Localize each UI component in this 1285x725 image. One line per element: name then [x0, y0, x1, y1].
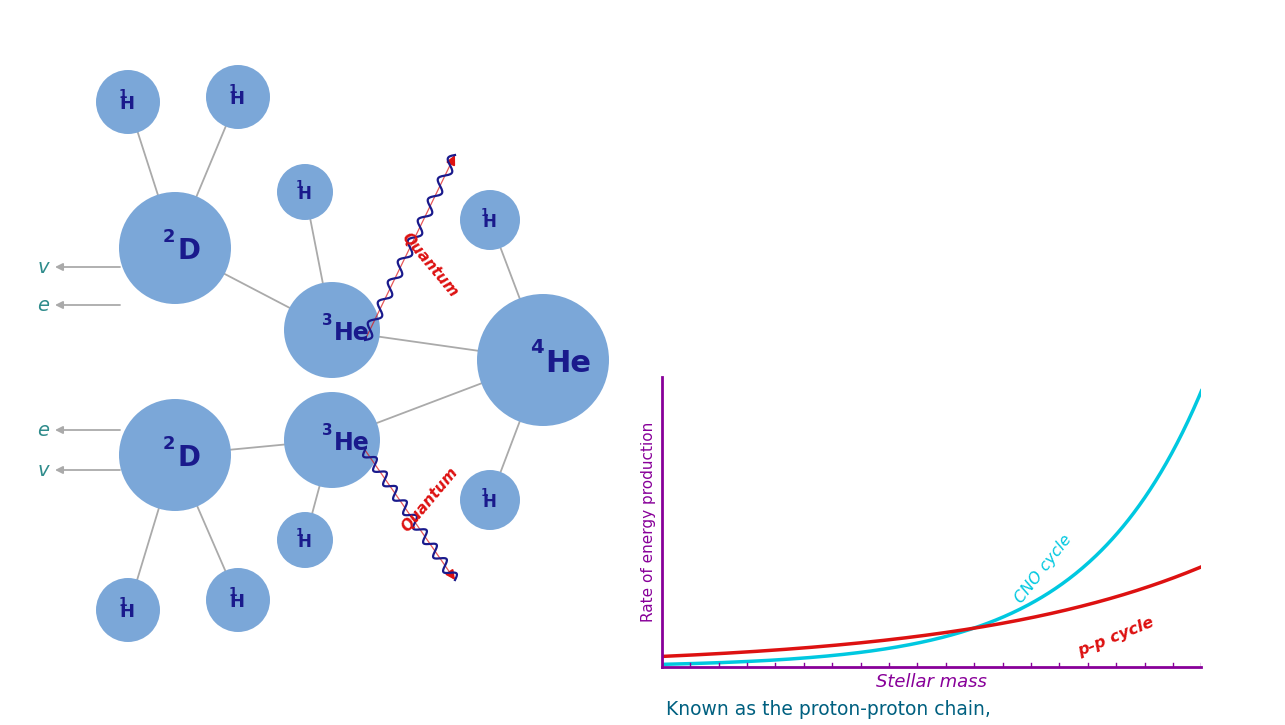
Circle shape [284, 282, 380, 378]
Y-axis label: Rate of energy production: Rate of energy production [641, 422, 657, 622]
Text: H: H [297, 533, 311, 551]
Circle shape [96, 578, 161, 642]
Circle shape [206, 568, 270, 632]
Text: H: H [482, 213, 496, 231]
Text: Quantum: Quantum [398, 465, 461, 535]
Circle shape [120, 399, 231, 511]
Circle shape [278, 164, 333, 220]
Text: 3: 3 [321, 313, 333, 328]
Text: H: H [120, 95, 135, 113]
Text: D: D [177, 444, 200, 472]
Text: 1: 1 [229, 587, 236, 600]
Text: He: He [334, 431, 370, 455]
Circle shape [96, 70, 161, 134]
Circle shape [120, 192, 231, 304]
Text: v: v [37, 460, 49, 479]
Text: 1: 1 [481, 208, 488, 218]
Text: 1: 1 [481, 489, 488, 498]
Circle shape [460, 190, 520, 250]
Text: H: H [297, 185, 311, 203]
Text: 1: 1 [229, 83, 236, 96]
Circle shape [278, 512, 333, 568]
Text: 1: 1 [118, 88, 127, 102]
Text: 2: 2 [163, 435, 175, 453]
Circle shape [477, 294, 609, 426]
Text: 1: 1 [118, 597, 127, 609]
Text: D: D [177, 237, 200, 265]
Text: H: H [482, 493, 496, 511]
Text: Quantum: Quantum [398, 230, 461, 300]
Text: H: H [230, 90, 244, 108]
Text: 1: 1 [296, 181, 303, 191]
Text: 2: 2 [163, 228, 175, 246]
Text: He: He [334, 321, 370, 345]
Text: He: He [545, 349, 591, 378]
Text: e: e [37, 296, 49, 315]
Text: p-p cycle: p-p cycle [1076, 615, 1156, 659]
Text: H: H [230, 593, 244, 611]
Text: 4: 4 [529, 339, 544, 357]
Text: e: e [37, 420, 49, 439]
Text: H: H [120, 603, 135, 621]
X-axis label: Stellar mass: Stellar mass [876, 673, 987, 690]
Text: CNO cycle: CNO cycle [1013, 532, 1076, 607]
Circle shape [460, 470, 520, 530]
Circle shape [206, 65, 270, 129]
Text: 3: 3 [321, 423, 333, 438]
Circle shape [284, 392, 380, 488]
Text: 1: 1 [296, 529, 303, 539]
Text: v: v [37, 257, 49, 276]
Text: Known as the proton-proton chain,
the reaction process depicted above
is the dom: Known as the proton-proton chain, the re… [666, 700, 1018, 725]
